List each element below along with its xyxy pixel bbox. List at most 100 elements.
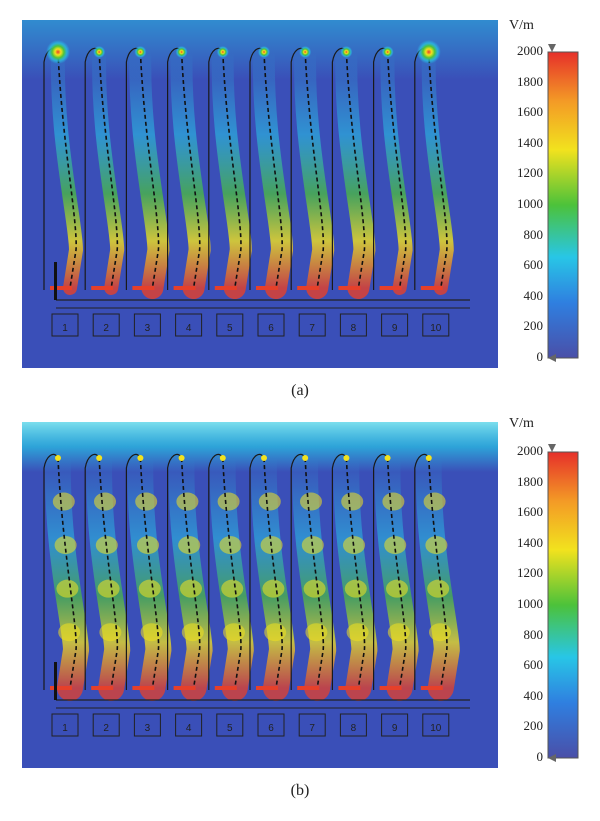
base-hotspot bbox=[91, 686, 114, 690]
colorbar-tick-label: 2000 bbox=[517, 443, 543, 458]
port-label: 8 bbox=[351, 723, 357, 734]
colorbar-top-arrow-icon bbox=[548, 44, 556, 52]
colorbar-tick-label: 1000 bbox=[517, 596, 543, 611]
port-box bbox=[175, 713, 203, 737]
electrode-tine bbox=[381, 457, 407, 689]
port-label: 9 bbox=[392, 323, 398, 334]
electrode-tine bbox=[175, 457, 201, 689]
tip-hotspot bbox=[175, 46, 188, 58]
base-hotspot bbox=[420, 286, 443, 290]
base-hotspot bbox=[256, 286, 278, 290]
field-hotspot bbox=[346, 623, 369, 642]
port-label: 10 bbox=[430, 323, 442, 334]
field-hotspot bbox=[344, 579, 367, 598]
electrode-tine bbox=[381, 51, 407, 289]
port-box bbox=[216, 313, 244, 337]
port-box bbox=[381, 713, 409, 737]
base-hotspot bbox=[91, 286, 114, 290]
tip-hotspot bbox=[96, 455, 103, 461]
tip-hotspot bbox=[299, 46, 312, 58]
colorbar-tick-label: 600 bbox=[523, 257, 544, 273]
port-box bbox=[51, 713, 79, 737]
port-box bbox=[257, 713, 285, 737]
field-hotspot bbox=[386, 579, 408, 598]
field-hotspot bbox=[264, 623, 287, 642]
colorbar-unit: V/m bbox=[509, 416, 534, 431]
colorbar-tick-label: 2000 bbox=[517, 43, 543, 58]
field-hotspot bbox=[221, 579, 244, 598]
electrode-tine bbox=[340, 457, 366, 689]
colorbar-tick-label: 1800 bbox=[517, 473, 543, 489]
port-box bbox=[216, 713, 244, 737]
base-hotspot bbox=[420, 686, 443, 690]
base-hotspot bbox=[50, 686, 72, 690]
electrode-tine bbox=[93, 457, 119, 689]
port-box bbox=[133, 713, 161, 737]
electrode-tine bbox=[422, 457, 448, 689]
field-hotspot bbox=[97, 579, 120, 598]
field-hotspot bbox=[387, 623, 410, 642]
electrode-tine bbox=[175, 51, 201, 289]
field-hotspot bbox=[138, 579, 161, 598]
colorbar-tick-label: 1800 bbox=[517, 73, 543, 89]
base-hotspot bbox=[214, 286, 237, 290]
field-hotspot bbox=[305, 623, 328, 642]
field-hotspot bbox=[135, 492, 158, 511]
base-hotspot bbox=[132, 286, 155, 290]
electrode-tine bbox=[258, 51, 283, 289]
colorbar-tick-label: 1400 bbox=[517, 534, 543, 550]
tip-hotspot bbox=[93, 46, 106, 58]
port-box bbox=[339, 713, 367, 737]
field-hotspot bbox=[58, 623, 81, 642]
port-label: 8 bbox=[351, 323, 357, 334]
colorbar-tick-label: 400 bbox=[523, 687, 544, 703]
field-hotspot bbox=[427, 579, 450, 598]
base-hotspot bbox=[173, 286, 196, 290]
port-box bbox=[339, 313, 367, 337]
electrode-tine bbox=[52, 457, 77, 689]
panel-caption: (a) bbox=[291, 382, 309, 399]
field-hotspot bbox=[258, 492, 281, 511]
tip-hotspot bbox=[137, 455, 144, 461]
panel-b: 1 2 3 4 5 6 7 8 9 10 V/m 2000 1800 1600 1400 1200 1000… bbox=[0, 410, 600, 820]
colorbar-tick-label: 800 bbox=[523, 226, 544, 242]
field-hotspot bbox=[56, 579, 79, 598]
tip-hotspot bbox=[261, 455, 267, 461]
colorbar-tick-label: 800 bbox=[523, 626, 544, 642]
base-hotspot bbox=[379, 686, 402, 690]
electrode-array: 1 2 3 4 5 6 7 8 9 10 bbox=[43, 445, 470, 737]
port-label: 3 bbox=[145, 723, 151, 734]
base-hotspot bbox=[338, 686, 361, 690]
port-box bbox=[422, 313, 450, 337]
electrode-tine bbox=[299, 51, 325, 289]
ground-plate bbox=[54, 662, 57, 700]
port-label: 1 bbox=[62, 723, 68, 734]
base-hotspot bbox=[338, 286, 361, 290]
tip-hotspot bbox=[302, 455, 309, 461]
field-hotspot bbox=[140, 623, 163, 642]
field-hotspot bbox=[99, 623, 122, 642]
field-hotspot bbox=[180, 579, 202, 598]
field-hotspot bbox=[176, 492, 199, 511]
colorbar-tick-label: 0 bbox=[536, 749, 544, 764]
port-label: 3 bbox=[145, 323, 151, 334]
electrode-tine bbox=[258, 457, 283, 689]
colorbar-tick-label: 1400 bbox=[517, 134, 543, 150]
tip-hotspot bbox=[381, 46, 394, 58]
colorbar-tick-label: 1600 bbox=[517, 104, 543, 120]
tip-hotspot bbox=[340, 46, 353, 58]
ground-plate bbox=[54, 262, 57, 300]
base-hotspot bbox=[256, 686, 278, 690]
base-hotspot bbox=[50, 286, 72, 290]
electrode-tine bbox=[93, 51, 119, 289]
port-box bbox=[175, 313, 203, 337]
port-label: 9 bbox=[392, 723, 398, 734]
base-hotspot bbox=[297, 286, 320, 290]
field-plot-b: 1 2 3 4 5 6 7 8 9 10 bbox=[22, 422, 579, 768]
electrode-tine bbox=[340, 51, 366, 289]
electrode-tine bbox=[134, 457, 160, 689]
tip-hotspot bbox=[384, 455, 391, 461]
field-hotspot bbox=[382, 492, 405, 511]
electrode-tine bbox=[134, 51, 160, 289]
electrode-tine bbox=[216, 457, 242, 689]
